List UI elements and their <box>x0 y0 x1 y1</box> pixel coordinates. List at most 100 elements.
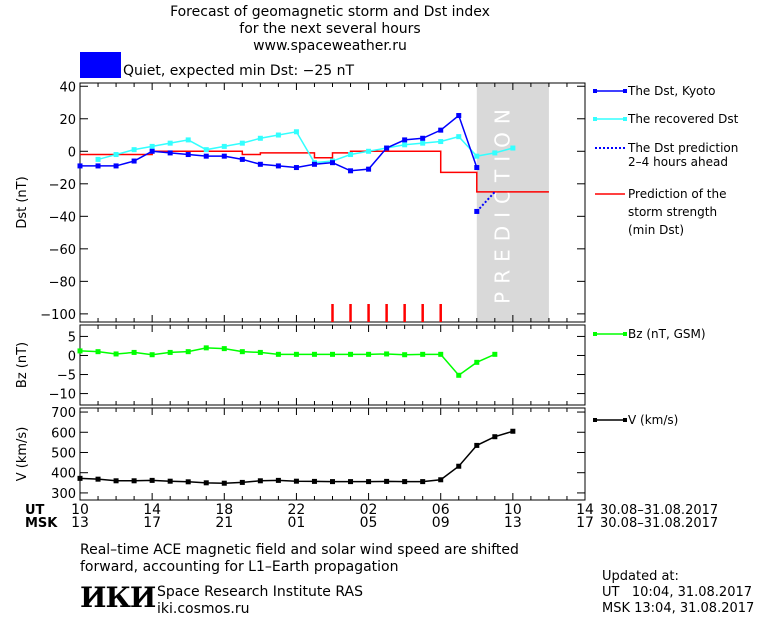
bz-point <box>311 351 317 357</box>
y-tick-label: 0 <box>68 349 76 364</box>
legend-kyoto-marker <box>593 89 597 93</box>
y-tick-label: 40 <box>59 80 76 95</box>
y-axis-label: Dst (nT) <box>15 176 30 228</box>
msk-tick-label: 05 <box>359 515 378 531</box>
updated-ut: UT 10:04, 31.08.2017 <box>602 585 753 600</box>
recovered-dst-point <box>366 148 372 154</box>
series-min-dst-line <box>80 150 549 193</box>
v-point <box>203 480 209 486</box>
msk-tick-label: 09 <box>431 515 450 531</box>
kyoto-dst-point <box>402 137 408 143</box>
v-point <box>185 479 191 485</box>
v-point <box>402 479 408 485</box>
legend-prediction-label-2: 2–4 hours ahead <box>628 155 728 169</box>
kyoto-dst-point <box>348 168 354 174</box>
legend-v-label: V (km/s) <box>628 413 678 427</box>
legend-kyoto-marker <box>623 89 627 93</box>
bz-point <box>95 349 101 355</box>
note-line1: Real–time ACE magnetic field and solar w… <box>80 542 519 558</box>
bz-point <box>77 348 83 354</box>
legend-recovered-marker <box>593 117 597 121</box>
bz-point <box>420 351 426 357</box>
y-tick-label: −60 <box>49 243 76 258</box>
bz-point <box>203 345 209 351</box>
y-tick-label: −5 <box>57 369 76 384</box>
legend-recovered-marker <box>623 117 627 121</box>
legend-kyoto-label: The Dst, Kyoto <box>627 84 715 98</box>
v-point <box>348 479 354 485</box>
ut-tick-label: 02 <box>359 502 378 518</box>
legend-bz-marker <box>623 332 627 336</box>
y-axis-label: Bz (nT) <box>15 342 30 388</box>
v-point <box>239 479 245 485</box>
v-point <box>492 434 498 440</box>
legend-prediction-label-1: The Dst prediction <box>627 141 738 155</box>
y-tick-label: 500 <box>51 446 76 461</box>
v-point <box>95 476 101 482</box>
kyoto-dst-point <box>456 113 462 119</box>
recovered-dst-point <box>474 153 480 159</box>
recovered-dst-point <box>456 134 462 140</box>
v-point <box>438 477 444 483</box>
ut-tick-label: 22 <box>287 502 306 518</box>
y-tick-label: 0 <box>68 145 76 160</box>
institute-site: iki.cosmos.ru <box>157 601 250 617</box>
ut-label: UT <box>25 503 45 518</box>
recovered-dst-point <box>95 156 101 162</box>
bz-point <box>384 351 390 357</box>
dst-panel: PREDICTION 40 20 0 −20 −40 −60 −80 −100 Dst (nT) <box>15 80 586 323</box>
v-point <box>330 479 335 485</box>
ut-tick-label: 18 <box>215 502 234 518</box>
kyoto-dst-point <box>221 153 227 159</box>
bz-point <box>185 349 191 355</box>
panel-frame <box>79 324 586 406</box>
bz-point <box>348 351 354 357</box>
msk-label: MSK <box>25 516 58 531</box>
recovered-dst-point <box>131 147 137 153</box>
recovered-dst-point <box>348 152 354 158</box>
recovered-dst-point <box>167 140 173 146</box>
ut-tick-label: 14 <box>143 502 162 518</box>
bz-point <box>366 351 372 357</box>
v-point <box>113 478 119 484</box>
legend-recovered-label: The recovered Dst <box>627 112 739 126</box>
y-tick-label: −100 <box>40 308 76 323</box>
legend-v-marker <box>593 418 597 422</box>
status-color-swatch <box>80 52 121 78</box>
kyoto-dst-point <box>420 135 426 141</box>
bz-point <box>492 351 498 357</box>
kyoto-dst-point <box>474 165 480 171</box>
bz-point <box>402 352 408 358</box>
kyoto-dst-point <box>438 127 444 133</box>
y-tick-label: −40 <box>49 210 76 225</box>
kyoto-dst-point <box>95 163 101 169</box>
kyoto-dst-point <box>239 156 245 162</box>
ut-tick-label: 10 <box>503 502 522 518</box>
bz-point <box>474 359 480 365</box>
msk-tick-label: 17 <box>143 515 162 531</box>
chart-title-line2: for the next several hours <box>239 21 421 37</box>
y-tick-label: 700 <box>51 406 76 421</box>
bz-point <box>221 346 227 352</box>
bz-point <box>275 351 281 357</box>
kyoto-dst-point <box>311 161 317 167</box>
kyoto-dst-point <box>366 166 372 172</box>
series-dst-prediction-line <box>476 191 496 213</box>
updated-msk: MSK 13:04, 31.08.2017 <box>602 601 755 616</box>
legend-bz-label: Bz (nT, GSM) <box>628 327 706 341</box>
legend-v-marker <box>623 418 627 422</box>
v-point <box>149 477 155 483</box>
bz-point <box>330 351 335 357</box>
recovered-dst-point <box>402 142 408 148</box>
y-tick-label: −20 <box>49 178 76 193</box>
v-point <box>311 478 317 484</box>
v-point <box>474 442 480 448</box>
chart-title-line1: Forecast of geomagnetic storm and Dst in… <box>170 4 490 20</box>
v-point <box>257 478 263 484</box>
kyoto-dst-point <box>293 165 299 171</box>
legend-min-dst-label-3: (min Dst) <box>628 223 684 237</box>
y-tick-label: 20 <box>59 113 76 128</box>
dst-prediction-point <box>474 208 480 214</box>
bz-point <box>438 351 444 357</box>
y-tick-label: 400 <box>51 467 76 482</box>
